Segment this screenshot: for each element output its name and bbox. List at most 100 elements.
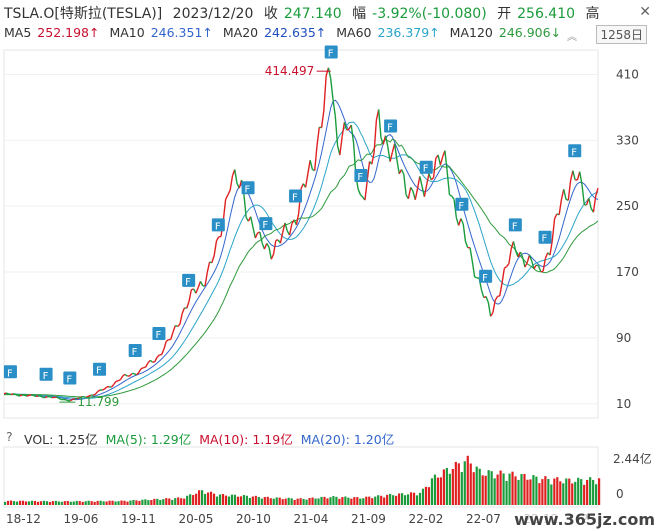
volume-bar xyxy=(120,500,123,505)
event-marker xyxy=(182,273,196,287)
price-segment xyxy=(234,169,238,184)
event-marker-label: F xyxy=(387,123,393,134)
volume-bar xyxy=(383,497,386,505)
volume-bar xyxy=(105,501,108,505)
volume-bar xyxy=(248,497,251,505)
help-icon[interactable]: ? xyxy=(6,429,13,444)
volume-bar xyxy=(484,475,487,505)
price-segment xyxy=(135,372,140,376)
volume-bar xyxy=(150,500,153,505)
price-segment xyxy=(19,394,23,397)
price-segment xyxy=(542,257,547,272)
volume-bar xyxy=(320,496,323,505)
price-segment xyxy=(330,78,334,100)
price-segment xyxy=(300,183,304,190)
volume-bar xyxy=(18,500,22,505)
volume-bar xyxy=(466,455,469,505)
time-tick-label: 22-02 xyxy=(409,512,444,526)
event-marker-label: F xyxy=(357,172,363,183)
price-segment xyxy=(474,276,478,279)
event-marker xyxy=(354,168,368,182)
close-icon[interactable]: ✕ xyxy=(639,4,651,20)
event-marker-label: F xyxy=(245,184,251,195)
volume-bar xyxy=(353,497,356,505)
period-selector[interactable]: 1258日 xyxy=(596,25,647,44)
event-marker xyxy=(384,119,398,133)
price-segment xyxy=(425,173,430,186)
price-segment xyxy=(113,381,117,386)
price-segment xyxy=(437,154,442,166)
price-segment xyxy=(357,188,362,195)
volume-bar xyxy=(293,499,296,505)
vol-ma10-text: MA(10): 1.19亿 xyxy=(199,432,293,447)
volume-bar xyxy=(96,500,99,505)
price-segment xyxy=(387,146,391,162)
price-segment xyxy=(524,262,528,268)
moving-average-lines xyxy=(4,99,599,401)
volume-bar xyxy=(598,478,601,505)
price-segment xyxy=(172,325,177,333)
price-segment xyxy=(410,186,414,192)
volume-panel-frame xyxy=(3,446,599,508)
volume-bar xyxy=(311,497,314,505)
price-segment xyxy=(24,394,28,397)
volume-bar xyxy=(583,484,586,505)
volume-bar xyxy=(493,478,496,505)
price-segment xyxy=(457,218,462,226)
price-segment xyxy=(94,391,99,395)
price-segment xyxy=(8,393,12,396)
price-segment xyxy=(460,218,464,225)
close-label: 收 xyxy=(263,6,278,22)
volume-bar xyxy=(281,499,284,505)
open-value: 256.410 xyxy=(517,6,576,22)
price-segment xyxy=(334,115,339,146)
price-segment xyxy=(215,236,220,242)
symbol-name[interactable]: TSLA.O[特斯拉(TESLA)] xyxy=(4,6,163,22)
volume-bar xyxy=(502,473,505,505)
price-segment xyxy=(350,125,355,143)
price-segment xyxy=(44,396,48,399)
volume-bar xyxy=(254,495,257,505)
volume-bar xyxy=(403,495,407,505)
volume-bar xyxy=(511,471,514,505)
price-segment xyxy=(512,241,517,252)
volume-bar xyxy=(174,498,177,505)
event-marker xyxy=(508,218,522,232)
volume-bar xyxy=(63,501,66,505)
price-segment xyxy=(471,261,476,278)
volume-bar xyxy=(192,495,195,505)
price-segment xyxy=(145,362,149,368)
volume-bar xyxy=(472,472,475,505)
volume-bar xyxy=(469,463,472,505)
price-segment xyxy=(560,189,565,200)
price-segment xyxy=(117,378,121,382)
volume-bar xyxy=(260,498,263,505)
chevron-up-icon[interactable]: ︽ xyxy=(567,32,577,43)
price-segment xyxy=(79,396,83,399)
volume-bar xyxy=(529,479,532,505)
volume-bar xyxy=(203,493,207,505)
price-segment xyxy=(508,248,512,264)
price-segment xyxy=(10,393,14,396)
volume-bar xyxy=(129,500,132,505)
volume-bar xyxy=(427,487,431,505)
price-segment xyxy=(304,173,309,188)
volume-bar xyxy=(412,492,416,505)
event-marker xyxy=(455,197,469,211)
vol-ma5-text: MA(5): 1.29亿 xyxy=(105,432,192,447)
price-segment xyxy=(88,394,92,397)
volume-bar xyxy=(78,501,81,505)
volume-bar xyxy=(269,498,272,505)
volume-bar xyxy=(586,479,589,505)
volume-bar xyxy=(430,478,434,505)
volume-bar xyxy=(335,496,338,505)
volume-bar xyxy=(54,500,57,505)
price-segment xyxy=(492,300,496,313)
event-marker-label: F xyxy=(185,277,191,288)
event-marker-label: F xyxy=(328,48,334,59)
volume-bar xyxy=(263,496,266,505)
price-segment xyxy=(503,266,508,269)
price-segment xyxy=(295,212,300,225)
price-segment xyxy=(138,368,142,373)
